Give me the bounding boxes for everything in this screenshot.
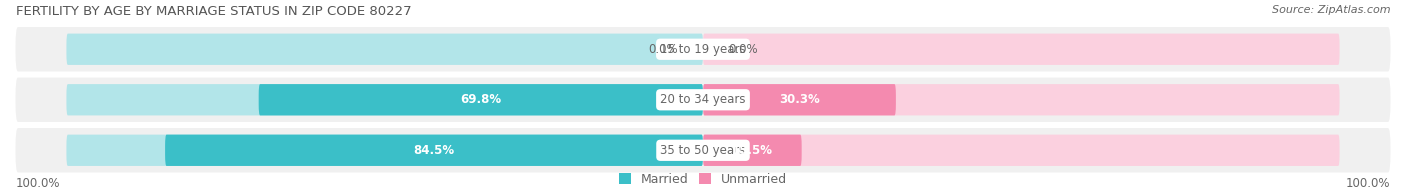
FancyBboxPatch shape: [15, 78, 1391, 122]
FancyBboxPatch shape: [165, 135, 703, 166]
Text: 15 to 19 years: 15 to 19 years: [661, 43, 745, 56]
FancyBboxPatch shape: [66, 84, 703, 115]
Text: 100.0%: 100.0%: [1346, 177, 1391, 190]
Text: 20 to 34 years: 20 to 34 years: [661, 93, 745, 106]
FancyBboxPatch shape: [703, 84, 1340, 115]
Text: 0.0%: 0.0%: [728, 43, 758, 56]
Text: 15.5%: 15.5%: [733, 144, 773, 157]
Text: Source: ZipAtlas.com: Source: ZipAtlas.com: [1272, 5, 1391, 15]
Text: 0.0%: 0.0%: [648, 43, 678, 56]
Text: 35 to 50 years: 35 to 50 years: [661, 144, 745, 157]
FancyBboxPatch shape: [703, 34, 1340, 65]
FancyBboxPatch shape: [66, 34, 703, 65]
FancyBboxPatch shape: [703, 135, 801, 166]
Legend: Married, Unmarried: Married, Unmarried: [613, 168, 793, 191]
Text: FERTILITY BY AGE BY MARRIAGE STATUS IN ZIP CODE 80227: FERTILITY BY AGE BY MARRIAGE STATUS IN Z…: [15, 5, 411, 18]
Text: 84.5%: 84.5%: [413, 144, 454, 157]
FancyBboxPatch shape: [15, 128, 1391, 172]
Text: 100.0%: 100.0%: [15, 177, 60, 190]
FancyBboxPatch shape: [15, 27, 1391, 72]
Text: 30.3%: 30.3%: [779, 93, 820, 106]
FancyBboxPatch shape: [703, 135, 1340, 166]
FancyBboxPatch shape: [66, 135, 703, 166]
FancyBboxPatch shape: [703, 84, 896, 115]
Text: 69.8%: 69.8%: [460, 93, 502, 106]
FancyBboxPatch shape: [259, 84, 703, 115]
